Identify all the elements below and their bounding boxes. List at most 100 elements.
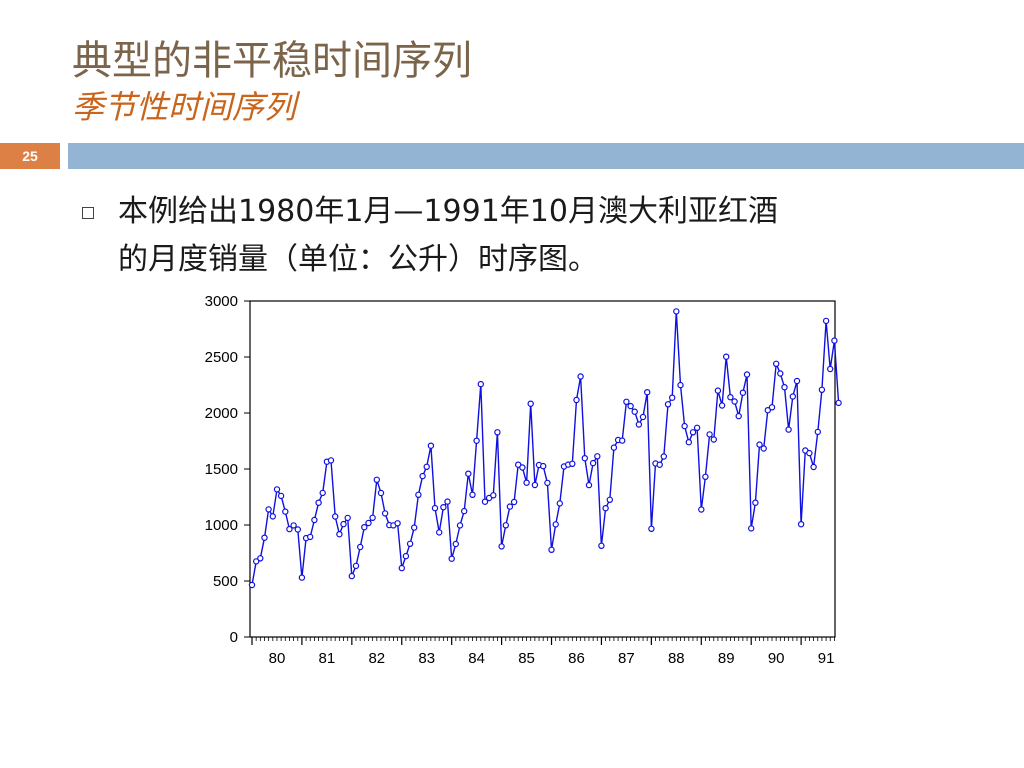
data-point (664, 401, 672, 408)
x-tick-label: 80 (269, 650, 286, 667)
data-point (623, 398, 630, 406)
data-point (473, 437, 480, 444)
header-band (68, 143, 1024, 169)
data-point (440, 503, 447, 511)
data-point (469, 491, 476, 498)
x-axis: 80 81 82 83 84 85 86 87 88 89 90 91 (251, 637, 835, 667)
data-point (519, 464, 526, 471)
data-point (822, 317, 830, 325)
data-point (789, 393, 797, 400)
data-point (677, 381, 684, 389)
data-point (506, 503, 514, 510)
data-point (498, 543, 505, 550)
data-point (681, 422, 688, 430)
data-point (394, 520, 401, 527)
slide-title: 典型的非平稳时间序列 (72, 38, 472, 84)
data-point (531, 481, 539, 489)
data-point (698, 506, 705, 513)
x-tick-label: 89 (718, 650, 735, 667)
data-point (406, 540, 414, 547)
data-point (502, 522, 509, 529)
data-point (540, 462, 547, 470)
data-point (606, 496, 613, 503)
data-point (427, 442, 435, 449)
data-point (573, 396, 580, 404)
data-point (273, 486, 281, 493)
data-point (831, 337, 838, 344)
data-point (461, 507, 468, 515)
data-point (490, 492, 497, 499)
data-point (656, 461, 663, 468)
data-point (456, 522, 464, 529)
data-point (361, 523, 368, 531)
data-point (265, 506, 272, 513)
data-point (277, 492, 285, 500)
data-point (348, 572, 355, 580)
x-tick-label: 82 (368, 650, 385, 667)
data-point (764, 406, 772, 414)
data-point (377, 489, 385, 497)
slide-subtitle: 季节性时间序列 (72, 88, 297, 126)
x-tick-label: 85 (518, 650, 535, 667)
data-point (806, 449, 813, 457)
data-point (248, 581, 256, 589)
data-point (644, 388, 651, 396)
data-point (477, 380, 484, 388)
data-point (581, 454, 588, 462)
y-tick-label: 0 (230, 629, 238, 646)
data-point (257, 555, 264, 562)
data-point (448, 555, 455, 562)
data-point (797, 520, 805, 528)
data-point (702, 473, 709, 480)
data-point (336, 530, 343, 538)
data-point (369, 514, 376, 521)
bullet-square-icon (82, 207, 94, 219)
data-point (602, 504, 609, 512)
data-point (556, 500, 563, 507)
bullet-text-line-1: 本例给出1980年1月—1991年10月澳大利亚红酒 (118, 194, 778, 229)
data-point (810, 463, 817, 471)
data-point (286, 525, 293, 533)
data-point (648, 525, 655, 532)
x-tick-label: 88 (668, 650, 685, 667)
data-point (781, 383, 788, 391)
data-point (465, 470, 472, 477)
data-point (773, 360, 780, 368)
data-point (768, 404, 776, 411)
data-point (481, 498, 489, 505)
data-point (523, 479, 530, 486)
series-group (248, 308, 842, 589)
data-point (594, 453, 601, 460)
data-point (743, 371, 751, 378)
data-point (402, 552, 410, 560)
data-point (785, 426, 792, 433)
data-point (315, 499, 322, 506)
data-point (814, 428, 822, 436)
bullet-text-line-2: 的月度销量（单位：公升）时序图。 (118, 242, 598, 277)
data-point (777, 370, 784, 377)
data-point (423, 463, 430, 470)
data-point (552, 521, 559, 528)
x-tick-label: 84 (468, 650, 485, 667)
data-point (827, 365, 834, 373)
data-point (269, 513, 277, 520)
data-point (727, 393, 734, 401)
data-point (673, 308, 680, 315)
data-point (589, 459, 597, 467)
x-tick-label: 87 (618, 650, 635, 667)
data-point (340, 520, 347, 528)
data-point (527, 400, 534, 407)
data-point (718, 402, 726, 409)
data-point (419, 472, 426, 480)
data-point (748, 525, 755, 532)
data-point (710, 436, 718, 443)
x-tick-label: 81 (319, 650, 336, 667)
data-point (282, 508, 289, 515)
data-point (494, 429, 501, 436)
data-point (689, 429, 697, 436)
data-point (693, 424, 701, 431)
data-point (669, 394, 676, 401)
y-tick-label: 2000 (205, 405, 238, 422)
data-point (311, 516, 318, 524)
